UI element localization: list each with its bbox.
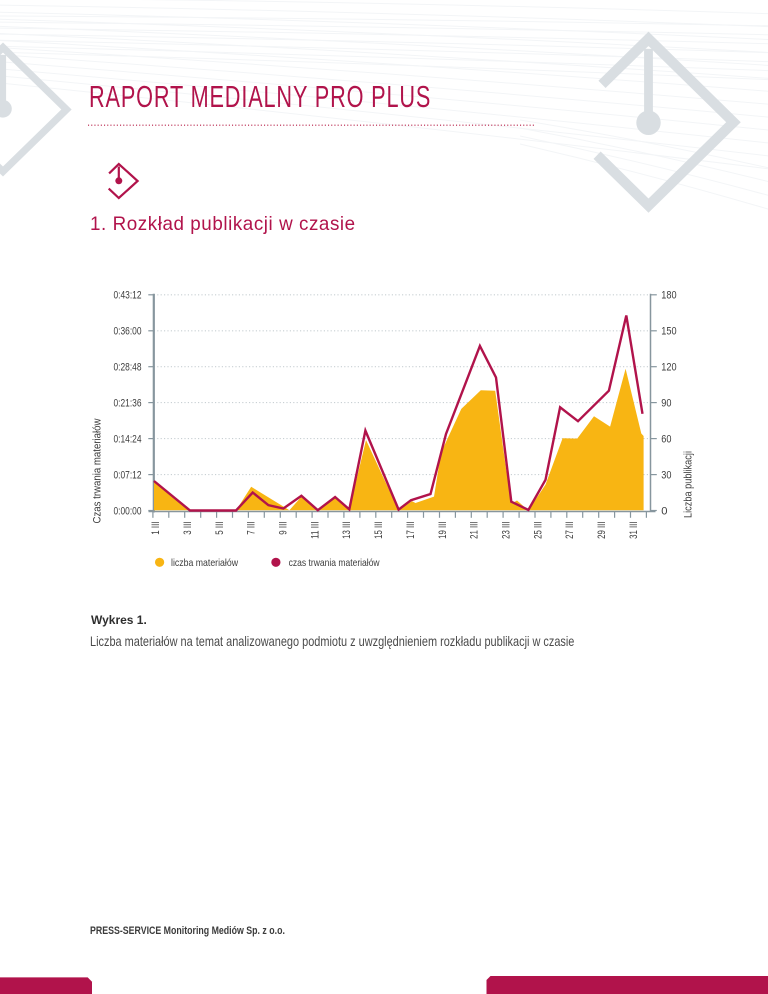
svg-text:0:07:12: 0:07:12 (114, 469, 142, 481)
svg-text:liczba materiałów: liczba materiałów (171, 557, 238, 569)
svg-text:15 III: 15 III (373, 522, 385, 539)
svg-text:1 III: 1 III (150, 522, 162, 535)
svg-text:0:28:48: 0:28:48 (114, 362, 142, 374)
svg-text:0:43:12: 0:43:12 (114, 290, 142, 302)
svg-text:60: 60 (661, 434, 671, 446)
svg-text:czas trwania materiałów: czas trwania materiałów (289, 557, 380, 569)
svg-text:0:21:36: 0:21:36 (114, 398, 142, 410)
svg-text:3 III: 3 III (182, 522, 194, 535)
svg-text:0: 0 (661, 505, 667, 517)
svg-text:150: 150 (661, 326, 676, 338)
svg-text:21 III: 21 III (469, 522, 481, 539)
svg-text:Czas trwania materiałów: Czas trwania materiałów (92, 418, 104, 523)
svg-text:13 III: 13 III (341, 522, 353, 539)
svg-text:23 III: 23 III (500, 522, 512, 539)
svg-text:25 III: 25 III (532, 522, 544, 539)
svg-text:31 III: 31 III (628, 522, 640, 539)
svg-text:180: 180 (661, 290, 676, 302)
svg-text:5 III: 5 III (214, 522, 226, 535)
svg-text:19 III: 19 III (437, 522, 449, 539)
svg-text:7 III: 7 III (246, 522, 258, 535)
svg-text:27 III: 27 III (564, 522, 576, 539)
svg-text:0:36:00: 0:36:00 (114, 326, 142, 338)
svg-text:90: 90 (661, 398, 671, 410)
svg-text:0:00:00: 0:00:00 (114, 505, 142, 517)
svg-text:29 III: 29 III (596, 522, 608, 539)
svg-text:Liczba publikacji: Liczba publikacji (683, 451, 695, 518)
svg-text:17 III: 17 III (405, 522, 417, 539)
svg-text:0:14:24: 0:14:24 (114, 434, 142, 446)
svg-text:11 III: 11 III (309, 522, 321, 539)
svg-text:30: 30 (661, 469, 671, 481)
svg-text:120: 120 (661, 362, 676, 374)
svg-text:9 III: 9 III (278, 522, 290, 535)
